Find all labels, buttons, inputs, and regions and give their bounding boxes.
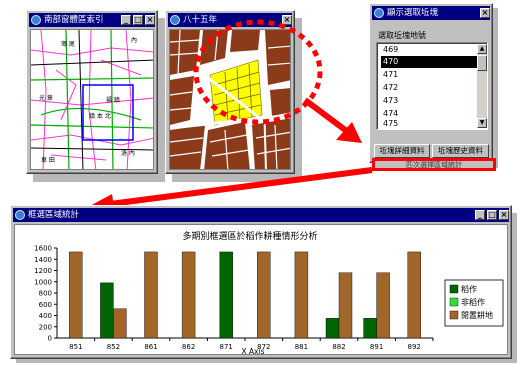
globe-icon xyxy=(15,210,25,220)
bar-閒置耕地 xyxy=(144,251,158,339)
svg-text:光 章: 光 章 xyxy=(39,94,53,102)
x-axis-label: X Axis xyxy=(241,347,264,356)
minimize-button[interactable]: _ xyxy=(121,15,131,25)
list-scrollbar[interactable]: ▲ ▼ xyxy=(477,44,487,128)
maximize-button[interactable]: □ xyxy=(133,15,143,25)
y-tick-label: 1400 xyxy=(34,256,52,264)
close-button[interactable]: × xyxy=(282,15,292,25)
x-tick-label: 882 xyxy=(332,343,345,351)
y-tick-label: 200 xyxy=(39,323,52,331)
window-title: 南部窗體區索引 xyxy=(44,15,104,25)
scroll-up-button[interactable]: ▲ xyxy=(477,44,487,54)
title-bar[interactable]: 框選區域統計 _ □ × xyxy=(13,208,509,222)
y-tick-label: 1200 xyxy=(34,267,52,275)
window-title: 顯示選取坵塊 xyxy=(387,8,439,18)
svg-text:內: 內 xyxy=(131,36,137,44)
close-button[interactable]: × xyxy=(480,8,490,18)
app-icon xyxy=(374,8,384,18)
bar-閒置耕地 xyxy=(69,251,83,339)
bars xyxy=(69,251,421,339)
y-tick-label: 1600 xyxy=(34,245,52,253)
list-item[interactable]: 475 xyxy=(383,119,399,128)
parcel-select-window[interactable]: 顯示選取坵塊 × 選取坵塊地號 469 470 471 472 473 474 … xyxy=(369,3,493,163)
bar-稻作 xyxy=(363,318,377,339)
bar-稻作 xyxy=(219,251,233,339)
arrow-to-parcel-list xyxy=(303,97,362,143)
globe-icon xyxy=(31,15,41,25)
region-stats-button[interactable]: 匹次選擇區域統計 xyxy=(372,158,496,171)
x-tick-label: 872 xyxy=(257,343,270,351)
legend-swatch xyxy=(449,297,459,307)
close-button[interactable]: × xyxy=(145,15,155,25)
minimize-button[interactable]: _ xyxy=(475,210,485,220)
y-tick-label: 1000 xyxy=(34,278,52,286)
chart-area: 多期別框選區於稻作耕種情形分析 0 200 400 600 800 1000 1200 140… xyxy=(14,224,508,356)
window-title: 八十五年 xyxy=(183,15,218,25)
list-item[interactable]: 471 xyxy=(383,70,399,79)
bar-閒置耕地 xyxy=(257,251,271,339)
selection-ring xyxy=(193,19,323,125)
window-title: 框選區域統計 xyxy=(28,210,80,220)
close-button[interactable]: × xyxy=(499,210,509,220)
title-bar[interactable]: 南部窗體區索引 _ □ × xyxy=(29,13,155,27)
scroll-down-button[interactable]: ▼ xyxy=(477,118,487,128)
y-axis: 0 200 400 600 800 1000 1200 1400 1600 xyxy=(34,245,58,343)
parcel-list-label: 選取坵塊地號 xyxy=(378,31,426,40)
parcel-map-canvas[interactable] xyxy=(169,29,291,170)
x-tick-label: 852 xyxy=(107,343,120,351)
svg-text:洛 內: 洛 內 xyxy=(121,149,135,157)
globe-icon xyxy=(170,15,180,25)
y-tick-label: 0 xyxy=(48,335,52,343)
chart-window[interactable]: 框選區域統計 _ □ × 多期別框選區於稻作耕種情形分析 0 200 400 600 8… xyxy=(10,205,512,359)
bar-閒置耕地 xyxy=(181,251,196,339)
bar-閒置耕地 xyxy=(376,272,390,339)
scroll-thumb[interactable] xyxy=(477,55,487,71)
bar-閒置耕地 xyxy=(113,308,127,339)
maximize-button[interactable]: □ xyxy=(487,210,497,220)
svg-text:福 鎮: 福 鎮 xyxy=(106,96,120,104)
x-tick-label: 862 xyxy=(182,343,195,351)
list-item[interactable]: 472 xyxy=(383,83,399,92)
bar-閒置耕地 xyxy=(338,272,353,339)
parcel-listbox[interactable]: 469 470 471 472 473 474 475 ▲ ▼ xyxy=(376,42,488,130)
map-window-index[interactable]: 南部窗體區索引 _ □ × xyxy=(26,10,158,174)
x-tick-label: 891 xyxy=(370,343,383,351)
parcel-map xyxy=(170,30,290,169)
y-tick-label: 600 xyxy=(39,301,52,309)
legend-label: 非稻作 xyxy=(461,297,485,307)
bar-稻作 xyxy=(100,282,114,339)
bar-chart: 多期別框選區於稻作耕種情形分析 0 200 400 600 800 1000 1200 140… xyxy=(34,230,504,356)
legend-swatch xyxy=(449,284,459,294)
svg-text:鎮 本 北: 鎮 本 北 xyxy=(89,112,111,120)
x-tick-label: 892 xyxy=(408,343,421,351)
bar-稻作 xyxy=(325,318,340,339)
chart-title: 多期別框選區於稻作耕種情形分析 xyxy=(182,230,317,242)
legend-label: 稻作 xyxy=(461,284,477,294)
y-tick-label: 800 xyxy=(39,290,52,298)
list-item[interactable]: 473 xyxy=(383,96,399,105)
index-map-canvas[interactable]: 瑯 尾 光 章 福 鎮 鎮 本 北 洛 內 車 田 內 xyxy=(30,29,154,170)
list-item[interactable]: 474 xyxy=(383,109,399,118)
x-tick-label: 861 xyxy=(144,343,157,351)
parcel-detail-button[interactable]: 坵塊詳細資料 xyxy=(374,144,430,158)
index-map: 瑯 尾 光 章 福 鎮 鎮 本 北 洛 內 車 田 內 xyxy=(31,30,153,169)
legend-swatch xyxy=(449,310,459,320)
list-item[interactable]: 469 xyxy=(383,45,399,54)
legend-label: 閒置耕地 xyxy=(461,310,493,320)
map-window-parcels[interactable]: 八十五年 × xyxy=(165,10,295,174)
parcel-history-button[interactable]: 坵塊歷史資料 xyxy=(432,144,489,158)
title-bar[interactable]: 顯示選取坵塊 × xyxy=(372,6,490,20)
x-tick-label: 881 xyxy=(295,343,308,351)
x-tick-label: 871 xyxy=(220,343,233,351)
svg-text:瑯 尾: 瑯 尾 xyxy=(61,40,75,48)
svg-text:車 田: 車 田 xyxy=(41,156,55,164)
y-tick-label: 400 xyxy=(39,312,52,320)
bar-閒置耕地 xyxy=(407,251,421,339)
list-item-selected[interactable]: 470 xyxy=(381,56,481,68)
x-tick-label: 851 xyxy=(69,343,82,351)
bar-閒置耕地 xyxy=(294,251,309,339)
